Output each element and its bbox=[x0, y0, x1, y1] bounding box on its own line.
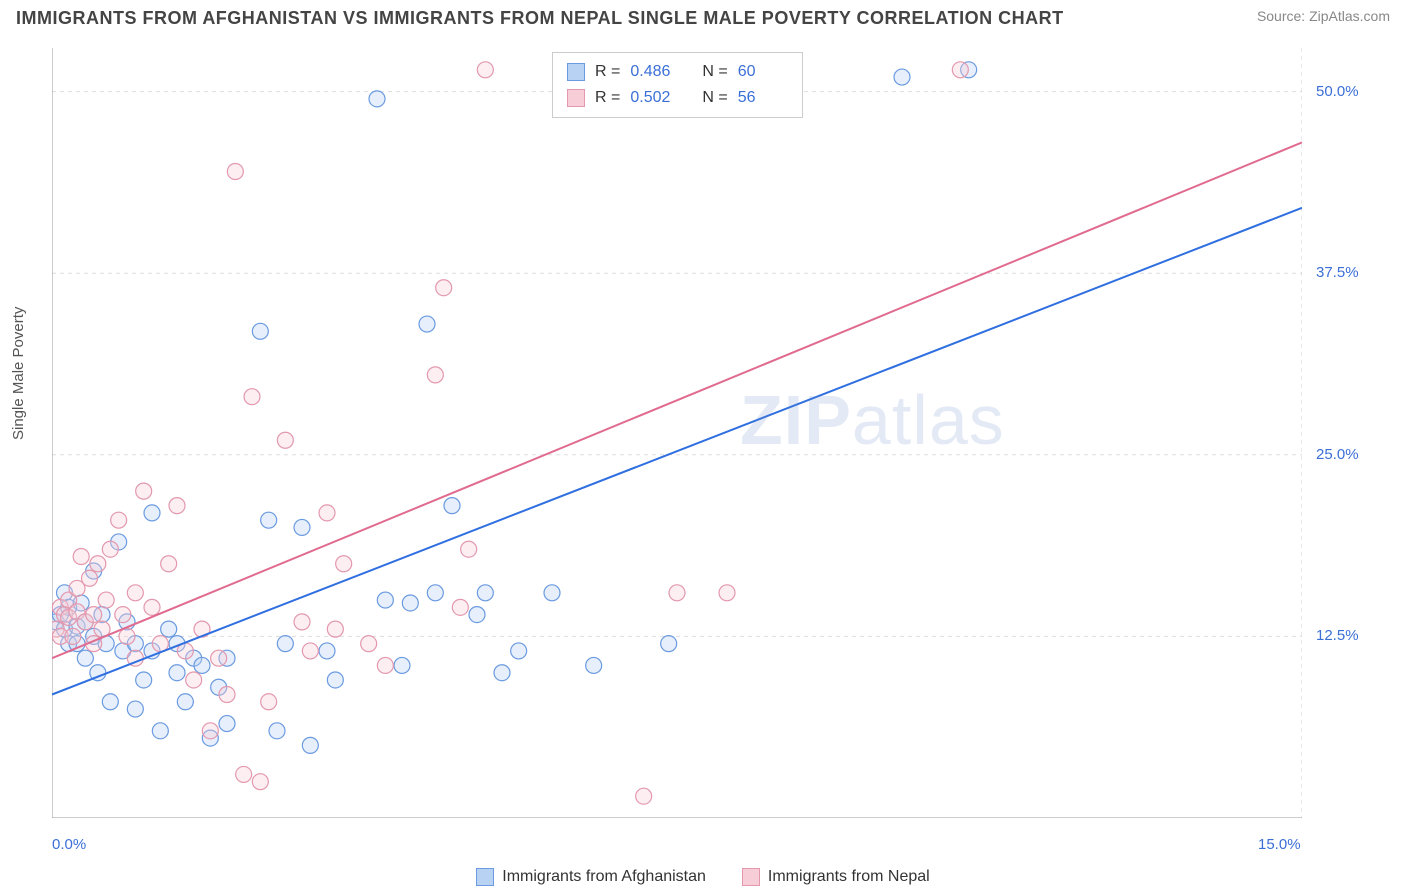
legend-swatch bbox=[742, 868, 760, 886]
y-tick-label: 37.5% bbox=[1316, 264, 1359, 281]
n-label: N = bbox=[702, 85, 727, 111]
legend-label: Immigrants from Nepal bbox=[768, 868, 930, 886]
n-value: 60 bbox=[738, 59, 788, 85]
r-value: 0.486 bbox=[630, 59, 680, 85]
correlation-legend-row: R = 0.502 N = 56 bbox=[567, 85, 788, 111]
legend-label: Immigrants from Afghanistan bbox=[502, 868, 706, 886]
legend-swatch bbox=[476, 868, 494, 886]
legend-swatch bbox=[567, 63, 585, 81]
x-tick-label: 0.0% bbox=[52, 836, 86, 853]
r-value: 0.502 bbox=[630, 85, 680, 111]
y-tick-label: 12.5% bbox=[1316, 627, 1359, 644]
series-legend: Immigrants from Afghanistan Immigrants fr… bbox=[0, 868, 1406, 886]
chart-area bbox=[52, 48, 1302, 818]
r-label: R = bbox=[595, 85, 620, 111]
legend-swatch bbox=[567, 89, 585, 107]
source-value: ZipAtlas.com bbox=[1309, 8, 1390, 24]
y-axis-label: Single Male Poverty bbox=[10, 307, 27, 440]
r-label: R = bbox=[595, 59, 620, 85]
chart-title: IMMIGRANTS FROM AFGHANISTAN VS IMMIGRANT… bbox=[16, 8, 1064, 29]
x-tick-label: 15.0% bbox=[1258, 836, 1301, 853]
y-tick-label: 50.0% bbox=[1316, 83, 1359, 100]
correlation-legend-row: R = 0.486 N = 60 bbox=[567, 59, 788, 85]
legend-item: Immigrants from Afghanistan bbox=[476, 868, 706, 886]
source-label: Source: bbox=[1257, 8, 1309, 24]
scatter-chart bbox=[52, 48, 1302, 818]
n-label: N = bbox=[702, 59, 727, 85]
legend-item: Immigrants from Nepal bbox=[742, 868, 930, 886]
correlation-legend: R = 0.486 N = 60 R = 0.502 N = 56 bbox=[552, 52, 803, 118]
y-tick-label: 25.0% bbox=[1316, 446, 1359, 463]
n-value: 56 bbox=[738, 85, 788, 111]
chart-source: Source: ZipAtlas.com bbox=[1257, 8, 1390, 24]
